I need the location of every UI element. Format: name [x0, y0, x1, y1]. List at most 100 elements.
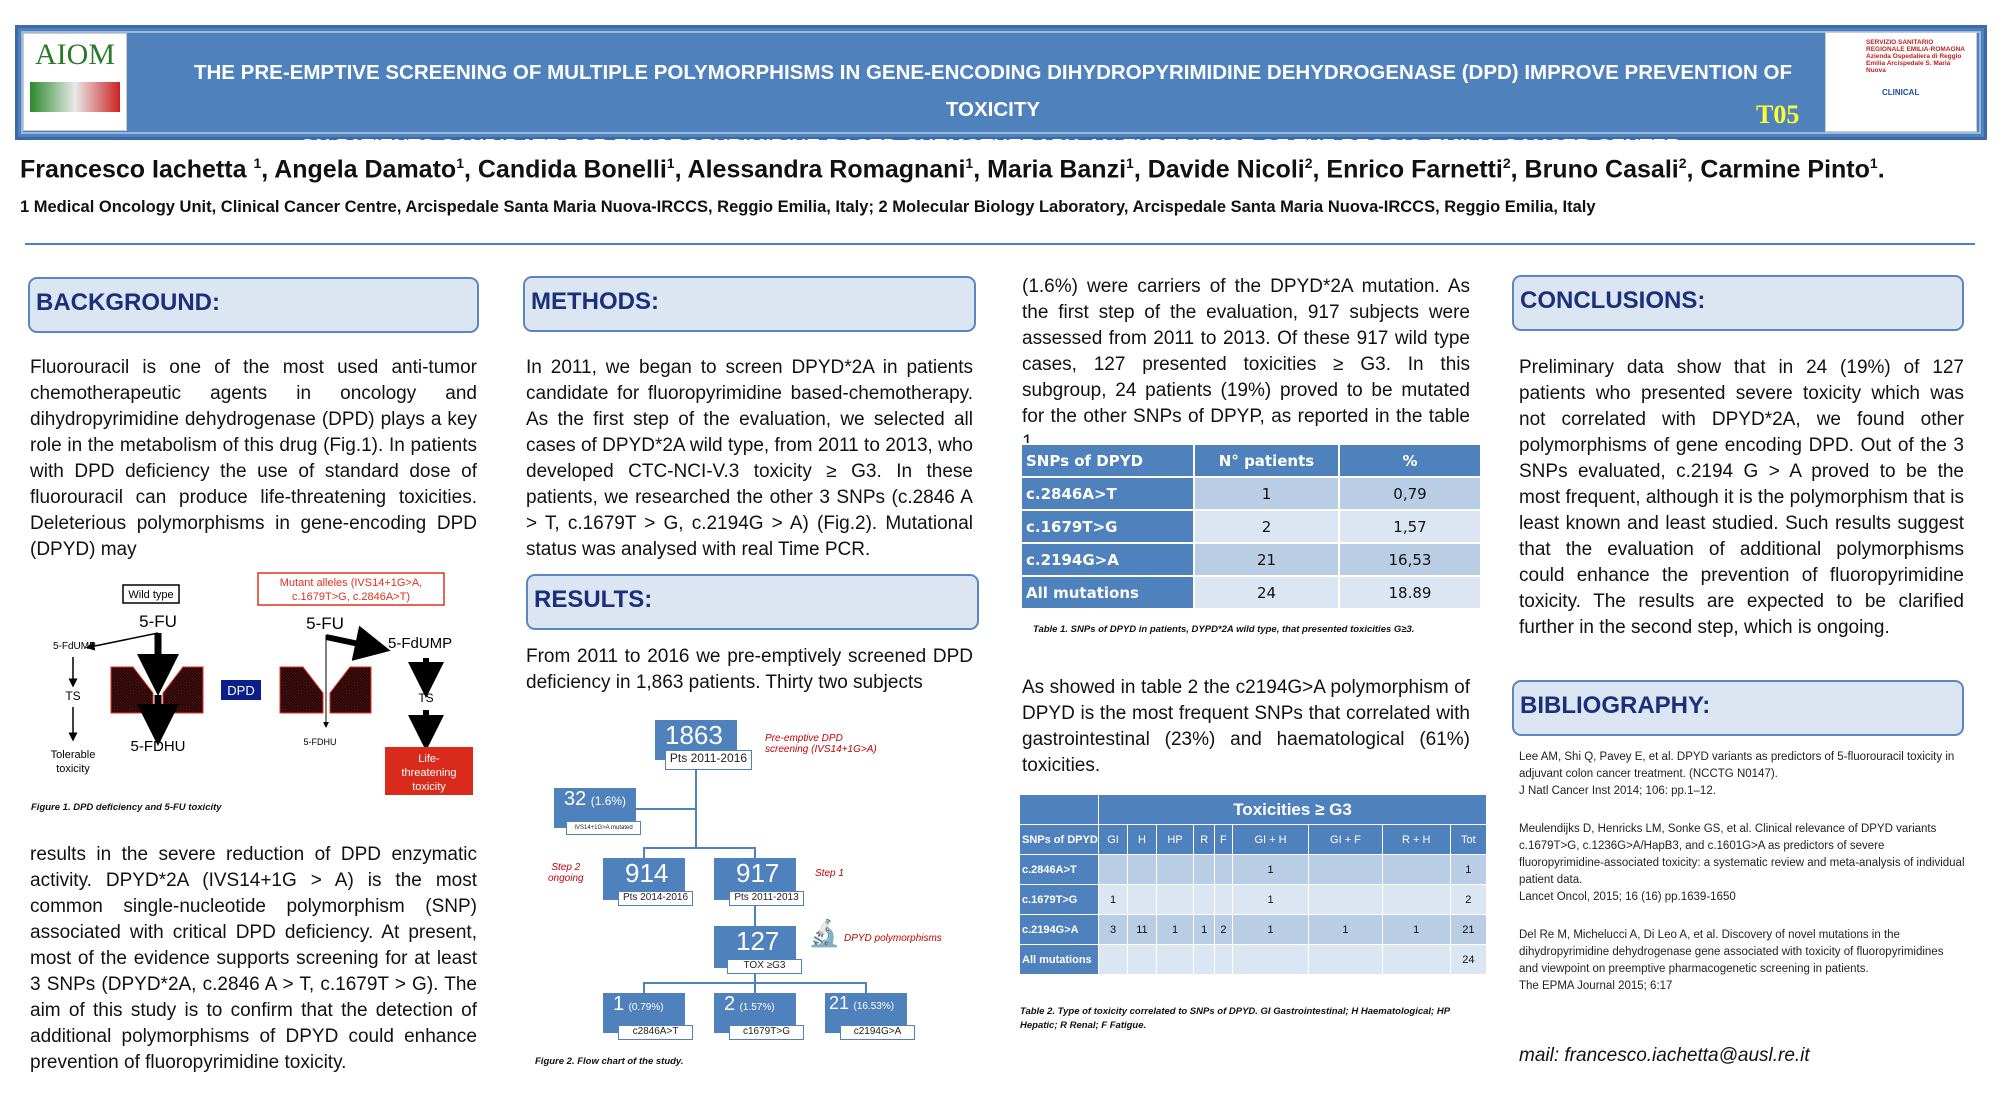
table-1: SNPs of DPYD N° patients% c.2846A>T 1 0,79 … [1020, 443, 1482, 610]
background-paragraph-1: Fluorouracil is one of the most used ant… [30, 357, 477, 560]
note-line: screening (IVS14+1G>A) [765, 744, 877, 755]
conclusions-text: Preliminary data show that in 24 (19%) o… [1519, 357, 1964, 638]
results-paragraph-2: As showed in table 2 the c2194G>A polymo… [1022, 677, 1470, 776]
leaf-label: c2846A>T [618, 1025, 693, 1040]
reference-source: Lancet Oncol, 2015; 16 (16) pp.1639-1650 [1519, 891, 1736, 903]
cell: 1 [1308, 914, 1383, 945]
clinical-logo-text: CLINICAL [1882, 88, 1920, 97]
flow-tox-value: 127 [736, 926, 780, 956]
wt-5fu-label: 5-FU [139, 612, 177, 631]
cell: SNPs of DPYD [1019, 824, 1099, 855]
conclusions-heading: CONCLUSIONS: [1512, 275, 1964, 331]
wt-5fdump-label: 5-FdUMP [53, 641, 96, 652]
flow-s1-value: 917 [736, 858, 780, 888]
cell: 2 [1214, 914, 1233, 945]
table-row: c.2846A>T 1 0,79 [1020, 476, 1482, 511]
microscope-icon: 🔬 [808, 918, 841, 948]
cell [1127, 884, 1157, 915]
dpd-enzyme-shape [329, 666, 372, 714]
cell [1214, 944, 1233, 975]
leaf-pct: (1.57%) [739, 1002, 775, 1013]
table-row: All mutations 24 18.89 [1020, 575, 1482, 610]
cell: c.1679T>G [1019, 884, 1099, 915]
cell: All mutations [1020, 575, 1195, 610]
cell: GI + H [1231, 824, 1310, 855]
flow-tox-label: TOX ≥G3 [727, 959, 802, 974]
cell: GI + F [1308, 824, 1383, 855]
mut-5fdhu-label: 5-FDHU [304, 737, 337, 747]
leaf-value: 2 [724, 993, 736, 1015]
cell: 24 [1193, 575, 1340, 610]
cell: c.2194G>A [1020, 542, 1195, 577]
header-cell: SNPs of DPYD [1020, 443, 1195, 478]
flow-box-step1: 917 [714, 858, 796, 900]
cell: 21 [1193, 542, 1340, 577]
cell [1127, 854, 1157, 885]
table-row: c.2846A>T 1 1 [1019, 854, 1488, 885]
affiliation-marker: 2 [1502, 155, 1511, 171]
author-name: Francesco Iachetta [20, 155, 254, 184]
toxicity-label: toxicity [56, 763, 90, 775]
cell: 1 [1155, 914, 1195, 945]
flow-mut-value: 32 [564, 788, 587, 810]
affiliations: 1 Medical Oncology Unit, Clinical Cancer… [20, 198, 1596, 216]
cell [1308, 944, 1383, 975]
cell: 1 [1193, 476, 1340, 511]
life-label-3: toxicity [412, 781, 446, 793]
mutant-alleles-label-2: c.1679T>G, c.2846A>T) [292, 591, 410, 603]
leaf-pct: (0.79%) [628, 1002, 664, 1013]
empty-cell [1019, 794, 1099, 825]
dpd-label: DPD [227, 683, 254, 698]
reference-text: Meulendijks D, Henricks LM, Sonke GS, et… [1519, 823, 1965, 886]
contact-email-link[interactable]: mail: francesco.iachetta@ausl.re.it [1519, 1045, 1810, 1066]
cell: R [1193, 824, 1215, 855]
author-name: , Davide Nicoli [1133, 155, 1305, 184]
note-line: ongoing [548, 873, 584, 884]
cell: 1 [1231, 914, 1310, 945]
dpd-box [221, 680, 261, 700]
table-row: All mutations 24 [1019, 944, 1488, 975]
cell: 2 [1449, 884, 1488, 915]
title-line-2: ON PATIENTS CANDIDATE FOR FLUOROPYRIMIDI… [299, 135, 1687, 158]
results-continued-text: (1.6%) were carriers of the DPYD*2A muta… [1022, 276, 1470, 453]
cell [1155, 944, 1195, 975]
wild-type-box [122, 584, 180, 604]
dpd-enzyme-shape [110, 666, 154, 714]
background-heading: BACKGROUND: [28, 277, 479, 333]
table-2-title: Toxicities ≥ G3 [1098, 794, 1487, 825]
flow-s1-label: Pts 2011-2013 [729, 891, 804, 906]
leaf-pct: (16.53%) [853, 1001, 895, 1012]
cell: 1 [1231, 884, 1310, 915]
cell: F [1214, 824, 1233, 855]
flow-s2-label: Pts 2014-2016 [618, 891, 693, 906]
reference-source: The EPMA Journal 2015; 6:17 [1519, 980, 1673, 992]
table-row: c.1679T>G 2 1,57 [1020, 509, 1482, 544]
bibliography-heading: BIBLIOGRAPHY: [1512, 680, 1964, 736]
author-name: . [1877, 155, 1885, 184]
arrow-icon [325, 625, 391, 661]
cell: 2 [1193, 509, 1340, 544]
affiliation-marker: 1 [965, 155, 974, 171]
affiliation-marker: 2 [1678, 155, 1687, 171]
table-1-header: SNPs of DPYD N° patients% [1020, 443, 1482, 478]
cell: 24 [1449, 944, 1488, 975]
cell: R + H [1381, 824, 1451, 855]
affiliation-marker: 1 [456, 155, 464, 171]
reference-item: Lee AM, Shi Q, Pavey E, et al. DPYD vari… [1519, 749, 1965, 800]
ausl-logo-text: SERVIZIO SANITARIO REGIONALE EMILIA-ROMA… [1866, 39, 1965, 74]
results-text: From 2011 to 2016 we pre-emptively scree… [526, 646, 973, 693]
table-row: c.1679T>G 1 1 2 [1019, 884, 1488, 915]
dpd-enzyme-shape [162, 666, 204, 714]
author-name: , Bruno Casali [1510, 155, 1679, 184]
table-2-caption: Table 2. Type of toxicity correlated to … [1020, 1006, 1450, 1031]
cell: 1 [1381, 914, 1451, 945]
affiliation-marker: 1 [666, 155, 675, 171]
cell [1381, 944, 1451, 975]
reference-text: Lee AM, Shi Q, Pavey E, et al. DPYD vari… [1519, 751, 1955, 780]
author-name: , Enrico Farnetti [1312, 155, 1503, 184]
cell [1193, 854, 1215, 885]
flow-s2-value: 914 [625, 858, 669, 888]
cell: 1,57 [1338, 509, 1482, 544]
life-threatening-box [385, 747, 473, 795]
background-paragraph-2: results in the severe reduction of DPD e… [30, 844, 477, 1073]
